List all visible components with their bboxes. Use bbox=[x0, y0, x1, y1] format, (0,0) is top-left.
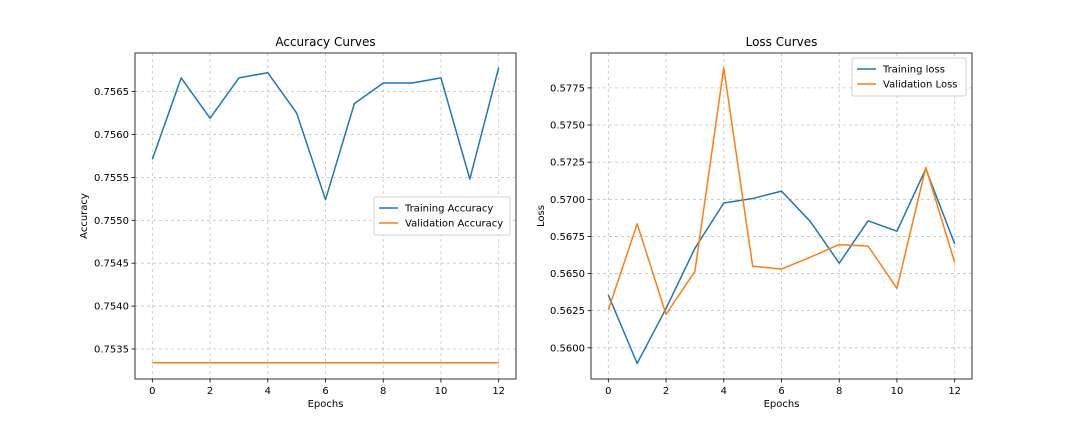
loss-x-tick-label: 12 bbox=[948, 386, 961, 397]
accuracy-y-tick-label: 0.7560 bbox=[94, 130, 129, 141]
loss-y-tick-label: 0.5750 bbox=[550, 121, 585, 132]
accuracy-x-tick-label: 10 bbox=[435, 386, 448, 397]
accuracy-legend-label-validation: Validation Accuracy bbox=[405, 219, 503, 230]
accuracy-y-tick-label: 0.7550 bbox=[94, 216, 129, 227]
accuracy-y-tick-label: 0.7540 bbox=[94, 302, 129, 313]
loss-y-tick-label: 0.5675 bbox=[550, 232, 585, 243]
accuracy-y-tick-label: 0.7565 bbox=[94, 87, 129, 98]
accuracy-series-training-line bbox=[151, 67, 500, 201]
loss-y-tick-label: 0.5775 bbox=[550, 83, 585, 94]
accuracy-y-tick-label: 0.7555 bbox=[94, 173, 129, 184]
loss-chart-title: Loss Curves bbox=[746, 35, 818, 49]
loss-y-axis-label: Loss bbox=[536, 205, 547, 227]
loss-y-tick-label: 0.5600 bbox=[550, 343, 585, 354]
accuracy-chart-panel: 0 2 4 6 8 10 12 0.7535 0.7540 0.7545 0.7550 0.7555 0… bbox=[79, 35, 517, 410]
loss-legend-label-training: Training loss bbox=[882, 65, 945, 76]
loss-legend-box bbox=[851, 57, 967, 97]
loss-x-tick-label: 8 bbox=[836, 386, 842, 397]
accuracy-x-tick-label: 0 bbox=[149, 386, 155, 397]
accuracy-y-tick-label: 0.7535 bbox=[94, 344, 129, 355]
accuracy-x-tick-label: 4 bbox=[265, 386, 271, 397]
accuracy-x-tick-label: 6 bbox=[322, 386, 328, 397]
accuracy-x-tick-label: 12 bbox=[492, 386, 505, 397]
loss-y-tick-label: 0.5700 bbox=[550, 195, 585, 206]
loss-x-tick-label: 6 bbox=[778, 386, 784, 397]
loss-legend-label-validation: Validation Loss bbox=[883, 80, 958, 91]
accuracy-chart-title: Accuracy Curves bbox=[275, 35, 375, 49]
loss-x-tick-label: 2 bbox=[663, 386, 669, 397]
loss-x-tick-label: 4 bbox=[721, 386, 727, 397]
accuracy-x-axis-label: Epochs bbox=[308, 399, 344, 410]
accuracy-x-tick-label: 8 bbox=[380, 386, 386, 397]
accuracy-x-tick-label: 2 bbox=[207, 386, 213, 397]
loss-y-tick-label: 0.5625 bbox=[550, 306, 585, 317]
accuracy-legend: Training Accuracy Validation Accuracy bbox=[373, 196, 511, 236]
loss-y-tick-label: 0.5650 bbox=[550, 269, 585, 280]
loss-legend: Training loss Validation Loss bbox=[851, 57, 967, 97]
loss-x-tick-label: 10 bbox=[891, 386, 904, 397]
accuracy-legend-box bbox=[373, 196, 511, 236]
accuracy-legend-label-training: Training Accuracy bbox=[404, 204, 493, 215]
loss-series-training-line bbox=[607, 168, 956, 365]
loss-chart-panel: 0 2 4 6 8 10 12 0.5600 0.5625 0.5650 0.5675 0.5700 0… bbox=[536, 35, 973, 410]
loss-x-axis-label: Epochs bbox=[764, 399, 800, 410]
accuracy-y-tick-label: 0.7545 bbox=[94, 259, 129, 270]
accuracy-y-axis-label: Accuracy bbox=[79, 193, 90, 239]
loss-x-tick-label: 0 bbox=[605, 386, 611, 397]
loss-series-validation-line bbox=[607, 67, 956, 316]
loss-y-tick-label: 0.5725 bbox=[550, 158, 585, 169]
